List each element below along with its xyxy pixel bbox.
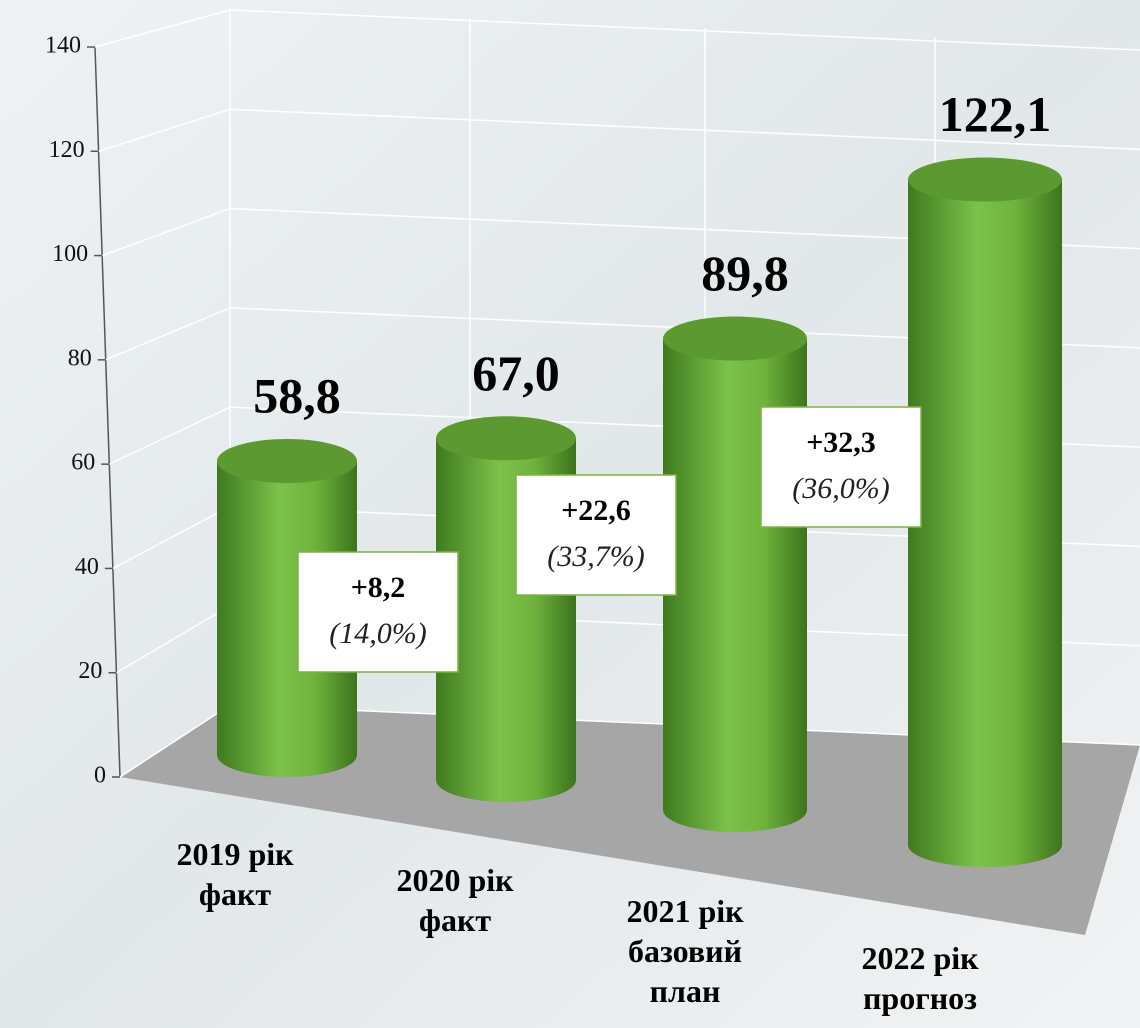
x-tick-label: 2020 рік факт — [396, 862, 514, 938]
annotation-box — [515, 474, 677, 596]
grid-line — [105, 307, 1140, 361]
y-tick-label: 120 — [49, 137, 85, 163]
bar-top — [908, 157, 1062, 202]
x-tick-label: 2021 рік базовий план — [626, 893, 744, 1009]
y-tick-label: 20 — [78, 658, 102, 684]
bar — [217, 461, 357, 777]
grid-line — [94, 9, 1140, 51]
y-tick-label: 40 — [75, 554, 99, 580]
annotation-box — [760, 406, 922, 528]
floor — [120, 705, 1140, 935]
annotation-text: +32,3 — [806, 426, 876, 459]
value-label: 67,0 — [472, 345, 560, 401]
x-tick-label: 2019 рік факт — [176, 836, 294, 912]
y-tick-label: 0 — [94, 763, 106, 789]
bar-top — [436, 416, 576, 461]
annotation-note: (36,0%) — [792, 472, 889, 505]
bar — [908, 179, 1062, 867]
bar-top — [217, 439, 357, 483]
annotation-note: (14,0%) — [329, 617, 426, 650]
bar-top — [663, 316, 807, 361]
value-label: 89,8 — [701, 245, 789, 301]
annotation-text: +22,6 — [561, 494, 631, 527]
y-tick-label: 100 — [52, 241, 88, 267]
annotation-note: (33,7%) — [547, 540, 644, 573]
annotation-box — [297, 551, 459, 673]
value-label: 58,8 — [253, 367, 341, 423]
grid-line — [101, 207, 1140, 257]
y-tick-label: 140 — [45, 33, 81, 59]
grid-line — [98, 108, 1140, 153]
annotation-text: +8,2 — [351, 571, 406, 604]
y-tick-label: 80 — [68, 345, 92, 371]
x-tick-label: 2022 рік прогноз — [861, 940, 979, 1016]
y-axis — [94, 46, 121, 778]
value-label: 122,1 — [939, 86, 1052, 142]
y-tick-label: 60 — [71, 450, 95, 476]
